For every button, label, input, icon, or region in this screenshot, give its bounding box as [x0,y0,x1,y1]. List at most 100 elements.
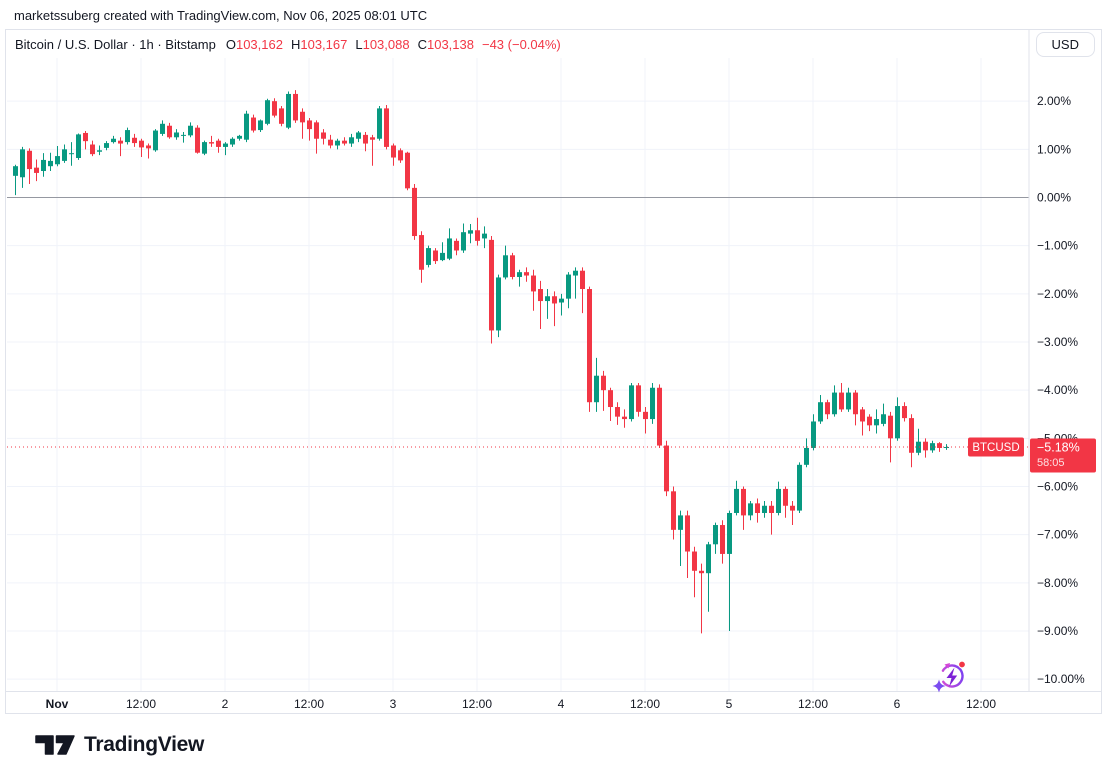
candle [510,252,515,280]
y-axis-label[interactable]: −2.00% [1037,287,1078,301]
y-axis-label[interactable]: −1.00% [1037,239,1078,253]
candle-body [440,252,445,261]
candle [720,520,725,564]
candle-body [881,414,886,424]
candle [853,390,858,426]
x-axis-label[interactable]: 2 [222,697,229,711]
y-axis-label[interactable]: −4.00% [1037,383,1078,397]
candle [538,280,543,329]
candle-body [720,525,725,554]
y-axis-label[interactable]: −10.00% [1037,672,1085,686]
y-axis-label[interactable]: 0.00% [1037,191,1071,205]
candle-body [48,160,53,167]
refresh-chart-icon[interactable] [932,660,967,693]
candle-body [629,385,634,420]
candle [776,481,781,516]
candle [818,394,823,424]
candle [293,90,298,123]
candle [440,242,445,262]
x-axis-label[interactable]: 12:00 [966,697,996,711]
candle [174,129,179,140]
candle [594,357,599,412]
candle [76,133,81,160]
x-axis-label[interactable]: 5 [726,697,733,711]
candle-body [265,100,270,124]
candle [419,231,424,283]
candle [258,119,263,132]
price-tag: BTCUSD [968,437,1024,457]
candle [363,131,368,152]
candle-body [475,230,480,241]
candle-body [153,130,158,151]
currency-toggle-button[interactable]: USD [1035,32,1095,57]
y-axis-label[interactable]: −6.00% [1037,480,1078,494]
candle-body [419,235,424,270]
candle [867,414,872,432]
candle [230,137,235,147]
candle-body [489,239,494,331]
candle-body [916,441,921,453]
y-axis-label[interactable]: −3.00% [1037,335,1078,349]
candle-body [398,150,403,161]
candle [559,293,564,316]
candle [349,133,354,147]
x-axis-label[interactable]: 12:00 [630,697,660,711]
candle-body [797,464,802,511]
candle [55,145,60,167]
symbol-title: Bitcoin / U.S. Dollar · 1h · Bitstamp [15,37,216,52]
candle [888,411,893,463]
candle [13,164,18,196]
candle [552,291,557,327]
candle [846,387,851,412]
candle-body [461,232,466,251]
candle-body [293,93,298,121]
candle [608,387,613,421]
y-axis[interactable]: 2.00% 1.00% 0.00% −1.00% −2.00% −3.00% −4.00% −… [1037,94,1085,686]
candle-body [685,515,690,552]
candle-body [391,145,396,158]
x-axis-label[interactable]: Nov [46,697,69,711]
candle [930,440,935,453]
candle-body [587,289,592,403]
candle-body [97,150,102,152]
candle-body [825,402,830,415]
x-axis-label[interactable]: 12:00 [798,697,828,711]
x-axis-label[interactable]: 12:00 [462,697,492,711]
candle [132,133,137,147]
candle [34,159,39,182]
x-axis[interactable]: Nov 12:00 2 12:00 3 12:00 4 12:00 5 12:00 6 12:00 [46,697,997,711]
candle [307,118,312,141]
ohlc-letter: H [290,37,301,52]
y-axis-label[interactable]: −8.00% [1037,576,1078,590]
y-axis-label[interactable]: 2.00% [1037,94,1071,108]
candle [314,120,319,154]
candle-body [496,277,501,331]
y-axis-label[interactable]: 1.00% [1037,142,1071,156]
y-axis-label[interactable]: −7.00% [1037,528,1078,542]
x-axis-label[interactable]: 12:00 [294,697,324,711]
x-axis-label[interactable]: 12:00 [126,697,156,711]
candle [405,151,410,191]
candle-body [62,149,67,161]
attribution-text: marketssuberg created with TradingView.c… [14,8,428,23]
candle [881,403,886,427]
candle [643,407,648,434]
x-axis-label[interactable]: 3 [390,697,397,711]
ohlc-letter: L [355,37,363,52]
x-axis-label[interactable]: 4 [558,697,565,711]
price-tag-symbol: BTCUSD [972,442,1019,454]
refresh-ring [940,664,964,688]
candle-body [678,515,683,530]
candle [839,382,844,412]
footer-branding[interactable]: TradingView [35,733,204,757]
ohlc-values: O103,162 H103,167 L103,088 C103,138 [226,37,482,53]
candle-body [20,149,25,178]
ohlc-value: 103,167 [300,37,348,52]
candle-body [76,134,81,159]
candle-body [741,488,746,516]
candle-body [188,125,193,136]
candle [104,141,109,151]
y-axis-label[interactable]: −9.00% [1037,624,1078,638]
x-axis-label[interactable]: 6 [894,697,901,711]
candle [657,384,662,448]
